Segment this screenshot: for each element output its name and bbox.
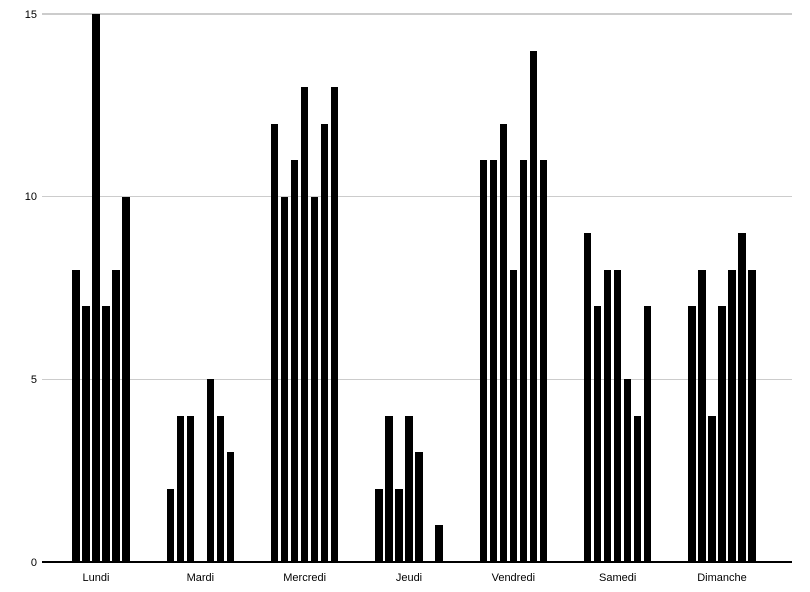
gridline-10 xyxy=(42,195,792,198)
x-axis-line xyxy=(42,561,792,563)
bar xyxy=(290,160,299,562)
bar xyxy=(698,269,706,562)
bar xyxy=(166,488,175,562)
x-axis-category-label: Samedi xyxy=(598,572,637,584)
bar xyxy=(206,379,215,562)
bar xyxy=(330,87,339,562)
bar xyxy=(82,306,90,562)
bar xyxy=(499,123,508,562)
y-axis-tick-label: 5 xyxy=(30,373,37,386)
bar xyxy=(489,160,498,562)
gridline-15 xyxy=(42,13,792,15)
bar xyxy=(738,233,746,562)
bar xyxy=(405,415,413,562)
x-axis-category-label: Dimanche xyxy=(697,572,747,584)
bar xyxy=(395,488,403,562)
bar xyxy=(310,196,319,562)
bar xyxy=(176,415,185,562)
bar xyxy=(708,415,716,562)
bar xyxy=(112,269,120,562)
bar xyxy=(583,233,592,562)
x-axis-category-label: Lundi xyxy=(82,572,110,584)
bar xyxy=(280,196,289,562)
bar xyxy=(718,306,726,562)
bar xyxy=(415,452,423,562)
gridline-5 xyxy=(42,378,792,381)
bar xyxy=(603,269,612,562)
bar xyxy=(593,306,602,562)
bar xyxy=(270,123,279,562)
x-axis-category-label: Mardi xyxy=(186,572,215,584)
bar xyxy=(435,525,443,562)
y-axis-tick-label: 15 xyxy=(24,8,37,21)
bar xyxy=(633,415,642,562)
bar xyxy=(479,160,488,562)
bar xyxy=(519,160,528,562)
bar xyxy=(72,269,80,562)
bar xyxy=(122,196,130,562)
bar xyxy=(320,123,329,562)
x-axis-category-label: Mercredi xyxy=(283,572,327,584)
y-axis-tick-label: 0 xyxy=(30,556,37,569)
bar xyxy=(375,488,383,562)
x-axis-category-label: Jeudi xyxy=(395,572,423,584)
bar xyxy=(529,50,538,562)
y-axis-tick-label: 10 xyxy=(24,191,37,204)
bar xyxy=(300,87,309,562)
bar xyxy=(728,269,736,562)
bar xyxy=(613,269,622,562)
bar xyxy=(643,306,652,562)
bar xyxy=(688,306,696,562)
bar xyxy=(216,415,225,562)
bar xyxy=(102,306,110,562)
bar xyxy=(385,415,393,562)
bar xyxy=(92,14,100,562)
bar xyxy=(623,379,632,562)
bar xyxy=(539,160,548,562)
bar xyxy=(748,269,756,562)
bar xyxy=(186,415,195,562)
bar xyxy=(509,269,518,562)
bar xyxy=(226,452,235,562)
x-axis-category-label: Vendredi xyxy=(491,572,536,584)
